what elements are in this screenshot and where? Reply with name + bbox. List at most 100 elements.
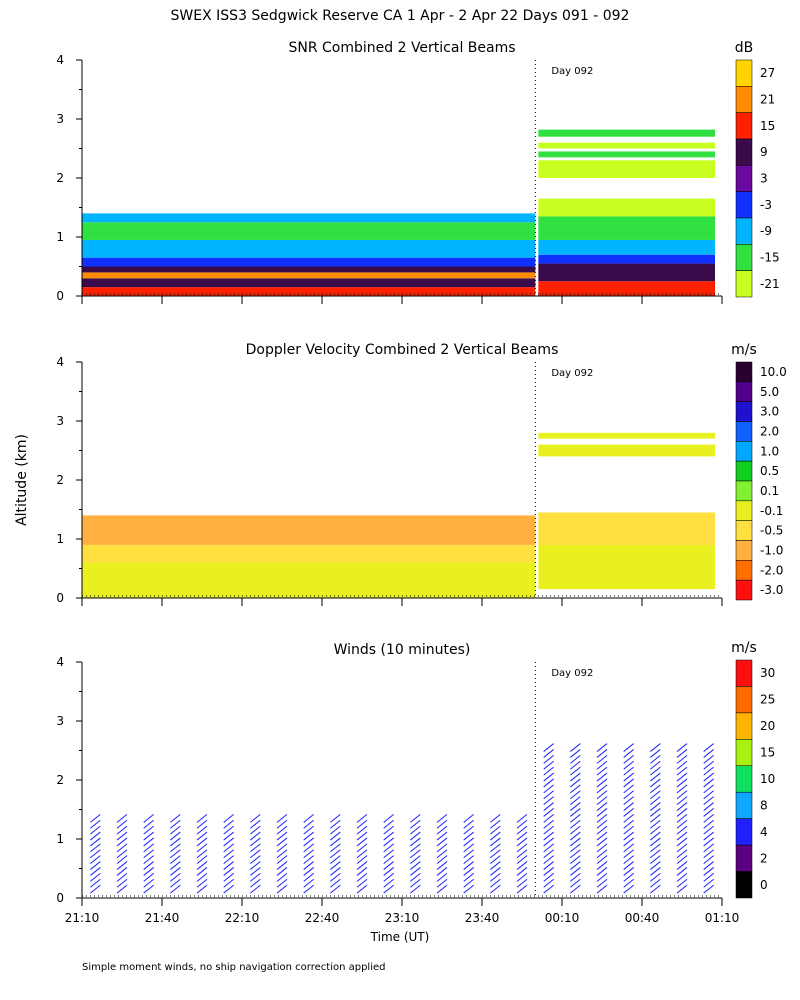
y-tick-label: 0 xyxy=(56,891,64,905)
wind-barb xyxy=(623,843,634,853)
data-band xyxy=(82,222,536,240)
colorbar-swatch xyxy=(735,480,753,502)
y-tick-label: 4 xyxy=(56,355,64,369)
wind-barb xyxy=(143,884,154,894)
wind-barb xyxy=(623,802,634,811)
wind-barb xyxy=(650,813,661,823)
wind-barb xyxy=(170,872,181,882)
wind-barb xyxy=(463,861,474,870)
wind-barb xyxy=(196,872,208,882)
wind-barb xyxy=(490,855,501,865)
colorbar-label: 2 xyxy=(760,851,768,865)
wind-barb xyxy=(356,855,368,865)
wind-barb xyxy=(650,861,661,870)
panel-title: Doppler Velocity Combined 2 Vertical Bea… xyxy=(246,342,559,358)
wind-barb xyxy=(330,819,341,829)
wind-barb xyxy=(223,819,234,829)
wind-barb xyxy=(410,843,421,853)
wind-barb xyxy=(543,813,554,823)
data-band xyxy=(82,278,536,288)
day-marker-label: Day 092 xyxy=(551,668,593,679)
wind-barb xyxy=(170,819,181,829)
wind-barb xyxy=(250,813,261,823)
wind-barb xyxy=(676,843,688,853)
colorbar-label: -3.0 xyxy=(760,583,783,597)
wind-barb xyxy=(143,861,154,870)
wind-barb xyxy=(90,884,101,894)
x-tick-label: 01:10 xyxy=(705,911,740,925)
wind-barb xyxy=(410,831,421,841)
wind-barb xyxy=(170,813,181,823)
data-layer xyxy=(82,432,715,598)
wind-barb xyxy=(170,825,181,835)
wind-barb xyxy=(516,825,528,835)
wind-barb xyxy=(356,867,368,876)
wind-barb xyxy=(116,884,128,894)
wind-barb xyxy=(570,790,581,800)
data-band xyxy=(82,213,536,223)
wind-barb xyxy=(303,813,314,823)
wind-barb xyxy=(543,784,554,794)
wind-barb xyxy=(356,849,368,859)
wind-barb xyxy=(330,837,341,847)
wind-barb xyxy=(436,872,448,882)
wind-barb xyxy=(676,766,688,776)
wind-barb xyxy=(596,802,608,811)
wind-barb xyxy=(330,855,341,865)
wind-barb xyxy=(196,884,208,894)
wind-barb xyxy=(330,813,341,823)
wind-barb xyxy=(596,849,608,859)
wind-barb xyxy=(703,884,714,894)
wind-barb xyxy=(463,825,474,835)
colorbar-label: 0.5 xyxy=(760,464,779,478)
wind-barb xyxy=(276,884,288,894)
wind-barb xyxy=(250,884,261,894)
wind-barb xyxy=(410,872,421,882)
wind-barb xyxy=(543,855,554,865)
wind-barb xyxy=(143,837,154,847)
wind-barb xyxy=(676,819,688,829)
y-tick-label: 0 xyxy=(56,591,64,605)
wind-barb xyxy=(703,796,714,806)
wind-barb xyxy=(490,837,501,847)
wind-barb xyxy=(570,808,581,817)
x-tick-label: 00:40 xyxy=(625,911,660,925)
wind-barb xyxy=(330,884,341,894)
wind-barb xyxy=(650,831,661,841)
wind-barb xyxy=(676,884,688,894)
wind-barb xyxy=(276,861,288,870)
wind-barb xyxy=(570,855,581,865)
wind-barb xyxy=(436,843,448,853)
wind-barb xyxy=(410,813,421,823)
wind-barb xyxy=(650,878,661,888)
wind-barb xyxy=(250,831,261,841)
wind-barb xyxy=(276,843,288,853)
wind-barb xyxy=(650,766,661,776)
wind-barb xyxy=(596,778,608,788)
wind-barb xyxy=(570,872,581,882)
wind-barb xyxy=(463,872,474,882)
wind-barb xyxy=(596,796,608,806)
wind-barb xyxy=(276,831,288,841)
wind-barb xyxy=(596,843,608,853)
wind-barb xyxy=(383,819,394,829)
y-tick-label: 1 xyxy=(56,532,64,546)
colorbar-swatch xyxy=(735,739,753,767)
wind-barb xyxy=(703,754,714,764)
wind-barb xyxy=(703,867,714,876)
wind-barb xyxy=(90,843,101,853)
data-band xyxy=(538,263,715,282)
wind-barb xyxy=(703,831,714,841)
x-tick-label: 21:10 xyxy=(65,911,100,925)
wind-barb xyxy=(490,867,501,876)
colorbar-label: 2.0 xyxy=(760,424,779,438)
y-tick-label: 1 xyxy=(56,230,64,244)
wind-barb xyxy=(276,837,288,847)
wind-barb xyxy=(196,849,208,859)
colorbar-label: 25 xyxy=(760,693,775,707)
y-tick-label: 0 xyxy=(56,289,64,303)
wind-barb xyxy=(543,743,554,752)
wind-barb xyxy=(116,878,128,888)
wind-barb xyxy=(303,872,314,882)
wind-barb xyxy=(516,872,528,882)
